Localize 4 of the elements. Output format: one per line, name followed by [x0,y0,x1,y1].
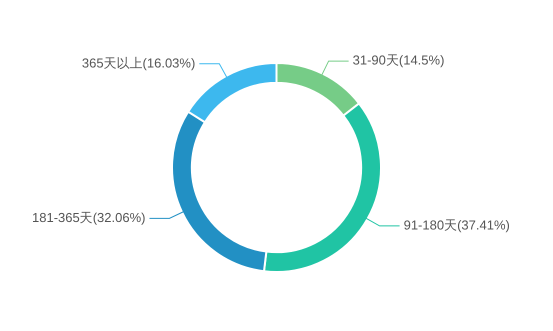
slice-label: 91-180天(37.41%) [404,218,510,232]
slice-label: 181-365天(32.06%) [32,210,146,225]
slice-label: 365天以上(16.03%) [82,55,196,70]
slice-label: 31-90天(14.5%) [352,52,444,68]
